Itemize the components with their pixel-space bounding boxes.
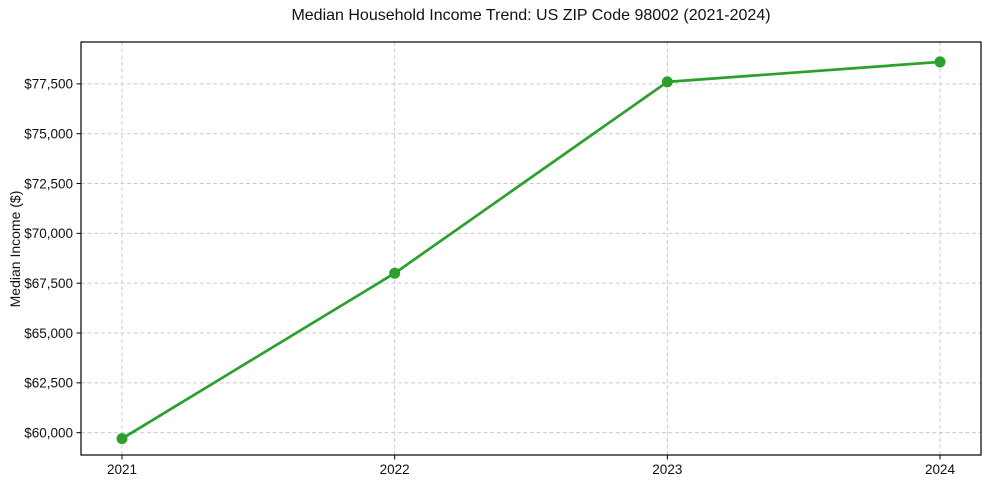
y-axis-label: Median Income ($) [7, 190, 23, 308]
x-tick-label: 2021 [107, 462, 137, 477]
y-tick-label: $60,000 [24, 425, 73, 440]
y-tick-label: $70,000 [24, 226, 73, 241]
y-tick-label: $75,000 [24, 126, 73, 141]
data-point-2021 [116, 433, 128, 445]
y-tick-label: $65,000 [24, 326, 73, 341]
axes-border [80, 41, 982, 456]
y-tick-label: $72,500 [24, 176, 73, 191]
data-point-2024 [934, 56, 946, 68]
x-tick-label: 2023 [652, 462, 682, 477]
x-tick-label: 2024 [925, 462, 956, 477]
trend-line [120, 60, 942, 441]
x-tick-label: 2022 [380, 462, 410, 477]
y-tick-label: $67,500 [24, 276, 73, 291]
y-tick-label: $62,500 [24, 376, 73, 391]
chart-title: Median Household Income Trend: US ZIP Co… [291, 7, 771, 24]
y-tick-label: $77,500 [24, 77, 73, 92]
data-point-2022 [389, 267, 401, 279]
data-point-2023 [661, 76, 673, 88]
